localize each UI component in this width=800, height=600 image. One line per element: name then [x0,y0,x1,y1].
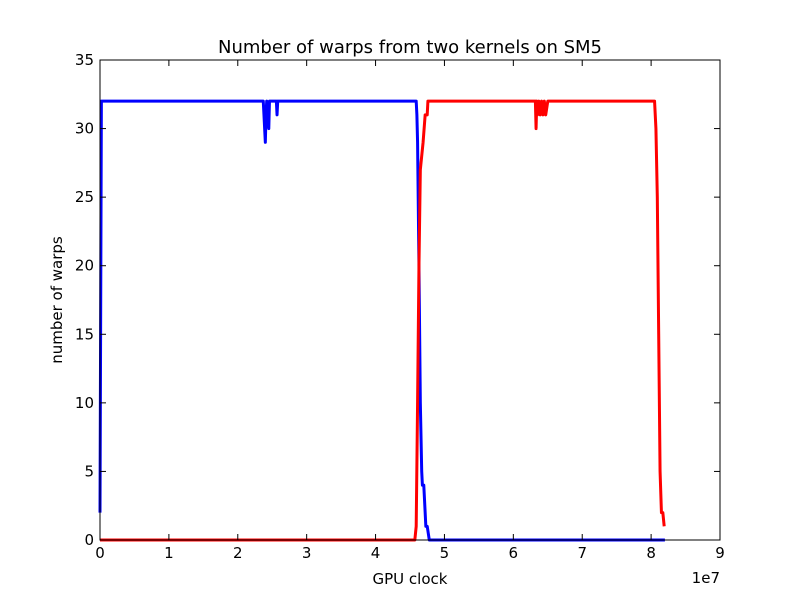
x-tick-label: 0 [95,544,105,562]
x-tick-label: 9 [715,544,725,562]
x-axis-ticks: 0 1 2 3 4 5 6 7 8 9 [95,60,725,562]
y-tick-label: 35 [75,51,94,69]
x-tick-label: 7 [577,544,587,562]
x-tick-label: 4 [371,544,381,562]
series-line-1 [98,99,665,542]
x-axis-label: GPU clock [373,570,448,588]
x-axis-exponent-label: 1e7 [692,569,720,587]
y-tick-label: 5 [84,462,94,480]
x-tick-label: 3 [302,544,312,562]
y-axis-ticks: 0 5 10 15 20 25 30 35 [75,51,720,549]
y-tick-label: 25 [75,188,94,206]
plot-frame [99,59,721,541]
y-tick-label: 30 [75,120,94,138]
x-tick-label: 2 [233,544,243,562]
y-tick-label: 10 [75,394,94,412]
x-tick-label: 5 [440,544,450,562]
series-layer [98,99,666,542]
y-tick-label: 15 [75,325,94,343]
series-line-2 [100,99,666,542]
x-tick-label: 8 [646,544,656,562]
chart-title: Number of warps from two kernels on SM5 [218,37,602,58]
x-tick-label: 1 [164,544,174,562]
y-axis-label: number of warps [48,236,66,364]
y-tick-label: 20 [75,257,94,275]
x-tick-label: 6 [509,544,519,562]
y-tick-label: 0 [84,531,94,549]
